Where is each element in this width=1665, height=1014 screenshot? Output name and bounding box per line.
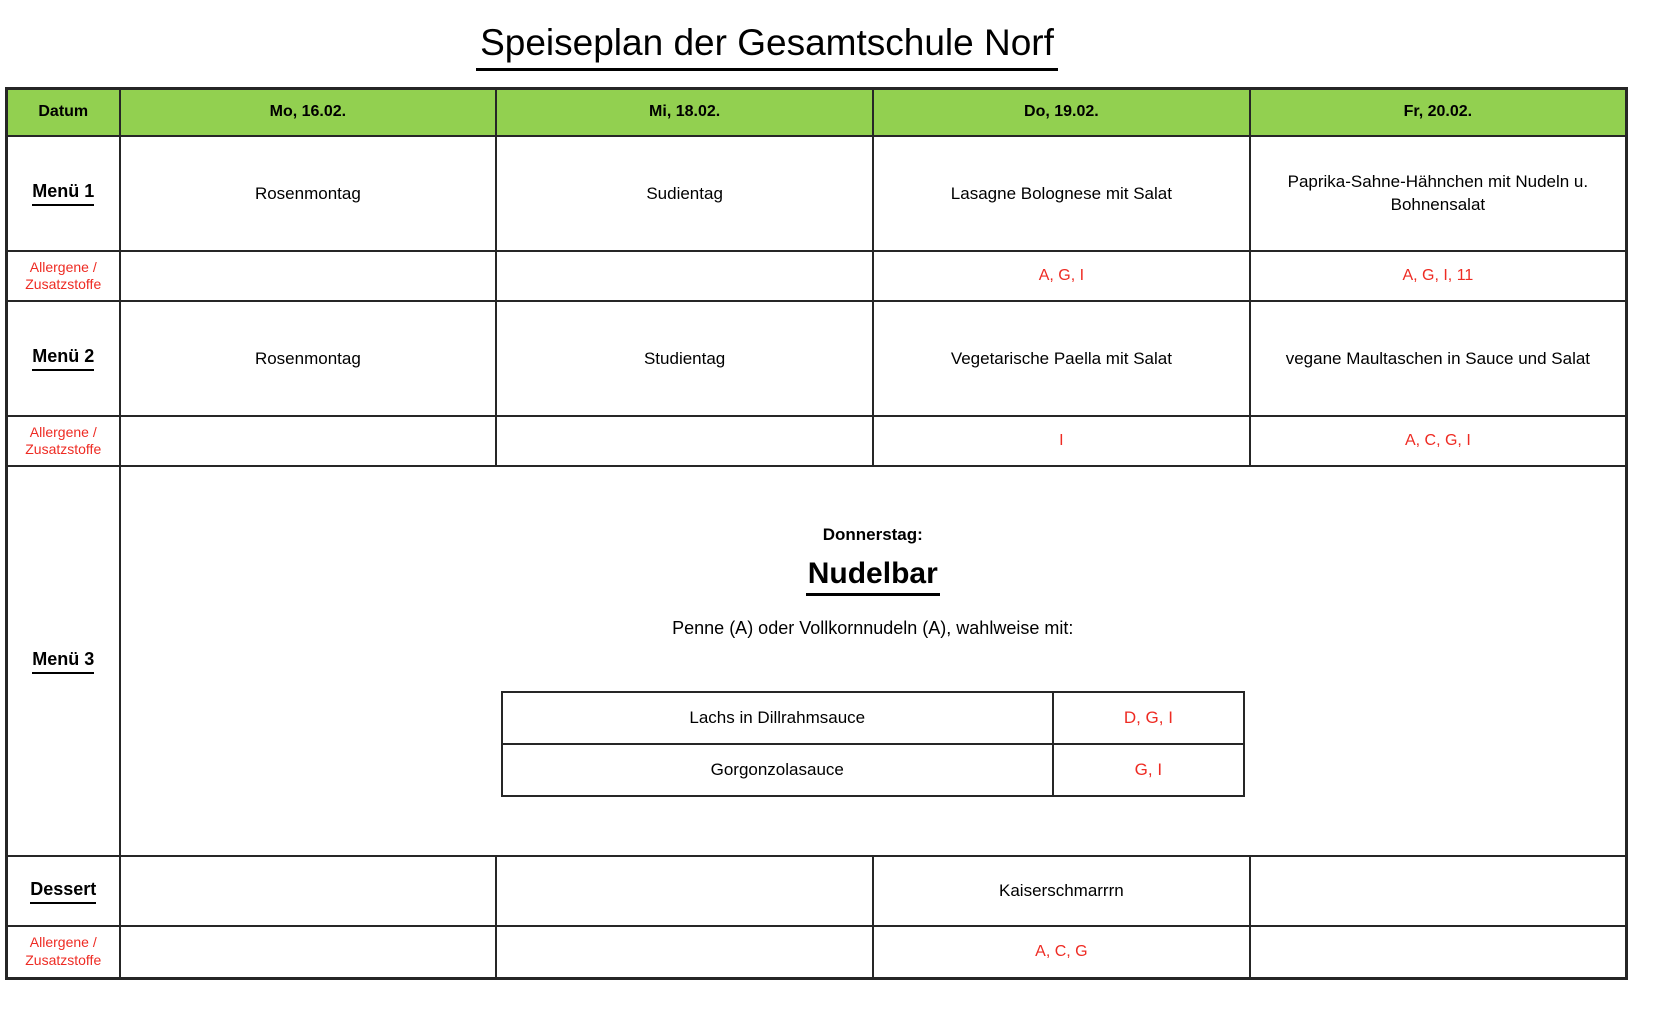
nudelbar-option-allergens: G, I <box>1051 743 1245 798</box>
menu1-label: Menü 1 <box>32 181 95 207</box>
menu1-row: Menü 1 Rosenmontag Sudientag Lasagne Bol… <box>5 135 1628 253</box>
menu2-allergen-mo <box>118 415 498 468</box>
dessert-allergen-fr <box>1248 925 1628 980</box>
menu3-label-cell: Menü 3 <box>5 465 121 858</box>
nudelbar-day-heading: Donnerstag: <box>822 525 923 545</box>
nudelbar-subtitle: Penne (A) oder Vollkornnudeln (A), wahlw… <box>672 618 1074 639</box>
menu1-text-do: Lasagne Bolognese mit Salat <box>950 183 1172 203</box>
menu2-cell-do: Vegetarische Paella mit Salat <box>872 300 1251 418</box>
menu2-allergen-label-cell: Allergene / Zusatzstoffe <box>5 415 121 468</box>
menu1-allergen-do: A, G, I <box>872 250 1251 303</box>
menu2-text-mi: Studientag <box>643 348 726 368</box>
allergen-label-line2: Zusatzstoffe <box>25 276 102 293</box>
menu1-allergen-mi <box>495 250 874 303</box>
menu1-cell-fr: Paprika-Sahne-Hähnchen mit Nudeln u. Boh… <box>1248 135 1628 253</box>
dessert-label: Dessert <box>30 879 97 904</box>
header-cell-mo: Mo, 16.02. <box>118 87 498 138</box>
nudelbar-option-row: Gorgonzolasauce G, I <box>500 743 1245 798</box>
menu3-content-cell: Donnerstag: Nudelbar Penne (A) oder Voll… <box>118 465 1628 858</box>
dessert-allergen-mi <box>495 925 874 980</box>
menu1-cell-do: Lasagne Bolognese mit Salat <box>872 135 1251 253</box>
menu1-allergen-mo <box>118 250 498 303</box>
nudelbar-title-wrap: Nudelbar <box>129 557 1618 597</box>
menu1-allergen-fr: A, G, I, 11 <box>1248 250 1628 303</box>
menu3-row: Menü 3 Donnerstag: Nudelbar Penne (A) od… <box>5 465 1628 858</box>
header-cell-do: Do, 19.02. <box>872 87 1251 138</box>
menu2-text-fr: vegane Maultaschen in Sauce und Salat <box>1285 348 1591 368</box>
menu1-cell-mo: Rosenmontag <box>118 135 498 253</box>
dessert-cell-fr <box>1248 855 1628 928</box>
menu2-label: Menü 2 <box>32 346 95 372</box>
menu2-label-cell: Menü 2 <box>5 300 121 418</box>
meal-plan-table: Datum Mo, 16.02. Mi, 18.02. Do, 19.02. F… <box>5 86 1628 980</box>
dessert-allergen-label-cell: Allergene / Zusatzstoffe <box>5 925 121 980</box>
dessert-allergen-mo <box>118 925 498 980</box>
menu2-cell-fr: vegane Maultaschen in Sauce und Salat <box>1248 300 1628 418</box>
menu2-allergen-row: Allergene / Zusatzstoffe I A, C, G, I <box>5 415 1628 468</box>
menu2-text-do: Vegetarische Paella mit Salat <box>950 348 1172 368</box>
allergen-label-line1: Allergene / <box>29 934 97 951</box>
allergen-label-line2: Zusatzstoffe <box>25 951 102 968</box>
allergen-label-line1: Allergene / <box>29 258 97 275</box>
dessert-row: Dessert Kaiserschmarrrn <box>5 855 1628 928</box>
menu2-cell-mi: Studientag <box>495 300 874 418</box>
menu1-text-fr: Paprika-Sahne-Hähnchen mit Nudeln u. Boh… <box>1287 172 1589 214</box>
document-header: Speiseplan der Gesamtschule Norf <box>0 0 1534 71</box>
dessert-allergen-row: Allergene / Zusatzstoffe A, C, G <box>5 925 1628 980</box>
dessert-label-cell: Dessert <box>5 855 121 928</box>
nudelbar-option-name: Lachs in Dillrahmsauce <box>500 691 1054 746</box>
header-cell-datum: Datum <box>5 87 121 138</box>
menu1-label-cell: Menü 1 <box>5 135 121 253</box>
nudelbar-option-allergens: D, G, I <box>1051 691 1245 746</box>
dessert-cell-mo <box>118 855 498 928</box>
nudelbar-title: Nudelbar <box>805 557 940 597</box>
menu1-allergen-row: Allergene / Zusatzstoffe A, G, I A, G, I… <box>5 250 1628 303</box>
menu2-cell-mo: Rosenmontag <box>118 300 498 418</box>
menu2-allergen-mi <box>495 415 874 468</box>
menu2-allergen-do: I <box>872 415 1251 468</box>
menu1-text-mo: Rosenmontag <box>254 183 361 203</box>
menu3-label: Menü 3 <box>32 649 95 674</box>
dessert-cell-do: Kaiserschmarrrn <box>872 855 1251 928</box>
table-header-row: Datum Mo, 16.02. Mi, 18.02. Do, 19.02. F… <box>5 87 1628 138</box>
allergen-label-line1: Allergene / <box>29 423 97 440</box>
dessert-cell-mi <box>495 855 874 928</box>
menu1-cell-mi: Sudientag <box>495 135 874 253</box>
menu1-allergen-label-cell: Allergene / Zusatzstoffe <box>5 250 121 303</box>
dessert-allergen-do: A, C, G <box>872 925 1251 980</box>
menu2-text-mo: Rosenmontag <box>254 348 361 368</box>
nudelbar-option-row: Lachs in Dillrahmsauce D, G, I <box>500 691 1245 746</box>
menu2-row: Menü 2 Rosenmontag Studientag Vegetarisc… <box>5 300 1628 418</box>
nudelbar-options-table: Lachs in Dillrahmsauce D, G, I Gorgonzol… <box>500 691 1245 798</box>
nudelbar-option-name: Gorgonzolasauce <box>500 743 1054 798</box>
menu2-allergen-fr: A, C, G, I <box>1248 415 1628 468</box>
menu1-text-mi: Sudientag <box>646 183 723 203</box>
header-cell-fr: Fr, 20.02. <box>1248 87 1628 138</box>
allergen-label-line2: Zusatzstoffe <box>25 441 102 458</box>
page-title: Speiseplan der Gesamtschule Norf <box>476 22 1058 71</box>
header-cell-mi: Mi, 18.02. <box>495 87 874 138</box>
